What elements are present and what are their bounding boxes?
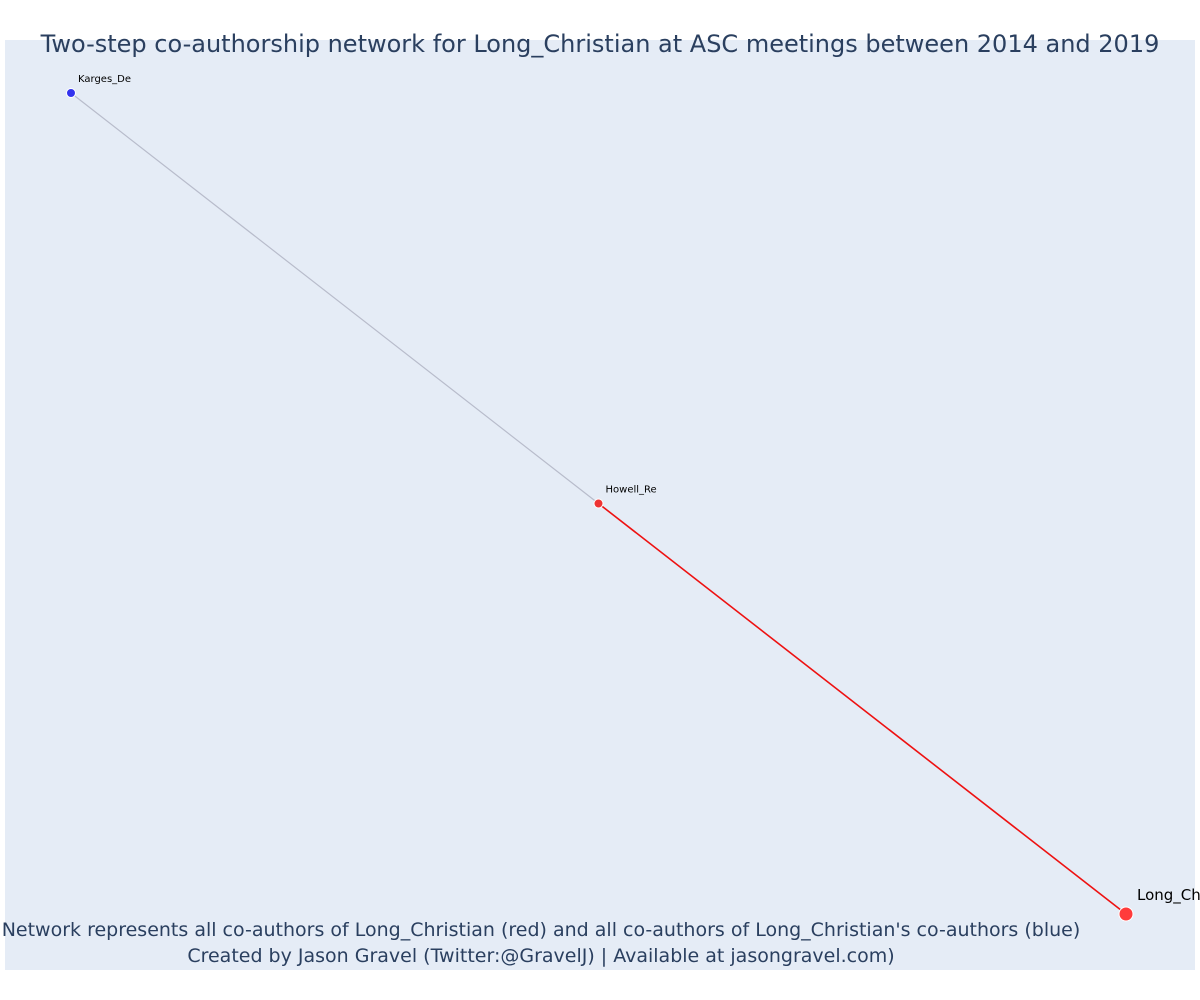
- edge-Howell_Re-Long_Christian: [598, 502, 1127, 915]
- node-label-Karges_De: Karges_De: [78, 74, 131, 85]
- node-label-Howell_Re: Howell_Re: [606, 485, 657, 496]
- edges-layer: [70, 92, 1127, 915]
- caption-line-1: Network represents all co-authors of Lon…: [1, 919, 1081, 941]
- node-Howell_Re[interactable]: [593, 498, 604, 509]
- node-label-Long_Christian: Long_Ch: [1137, 886, 1200, 905]
- edge-Karges_De-Howell_Re: [70, 92, 599, 504]
- node-Long_Christian[interactable]: [1118, 906, 1134, 922]
- chart-caption: Network represents all co-authors of Lon…: [0, 917, 1082, 969]
- nodes-layer: [66, 88, 1134, 922]
- labels-layer: Karges_De Howell_Re Long_Ch: [78, 74, 1200, 905]
- caption-line-2: Created by Jason Gravel (Twitter:@Gravel…: [187, 945, 895, 967]
- chart-title: Two-step co-authorship network for Long_…: [40, 30, 1160, 58]
- node-Karges_De[interactable]: [66, 88, 76, 98]
